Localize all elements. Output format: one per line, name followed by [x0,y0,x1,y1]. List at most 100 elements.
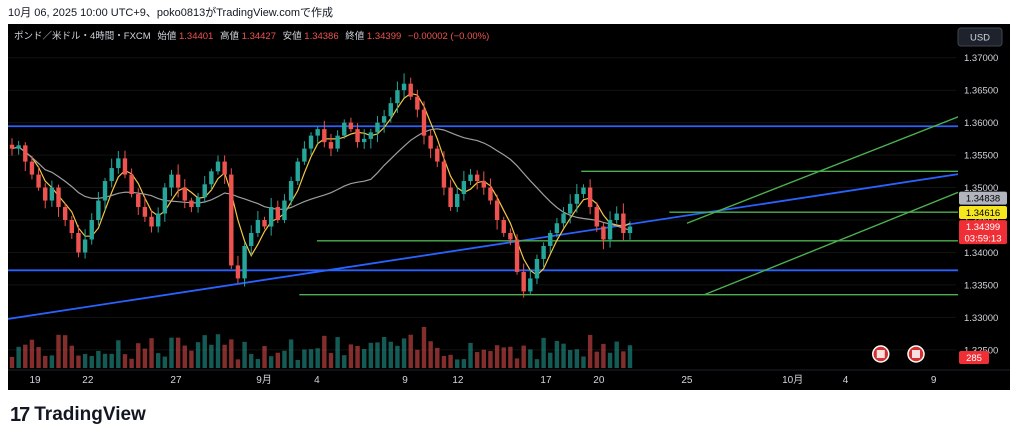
volume-bar [255,359,261,368]
candle [268,207,274,227]
candles [9,73,633,298]
candle [368,132,374,139]
volume-bar [521,345,526,368]
candle [275,207,281,221]
price-tick-label: 1.35500 [964,151,998,162]
volume-bar [169,337,174,368]
volume-bar [587,334,593,368]
price-marker-label: 1.34399 [966,222,1000,233]
candle [202,184,207,198]
countdown-label: 03:59:13 [965,234,1002,245]
volume-bar [455,359,460,368]
volume-bar [335,337,340,368]
candle [614,213,619,221]
time-tick-label: 17 [540,375,552,386]
price-marker [959,205,1007,219]
candle [9,144,15,149]
price-tick-label: 1.36500 [964,86,998,97]
candle [548,232,553,246]
volume-bar [448,354,453,368]
candle [36,174,41,188]
volume-bar [109,353,114,368]
tradingview-wordmark: TradingView [34,404,146,425]
chart-area[interactable]: 1.370001.365001.360001.355001.350001.345… [8,24,1010,390]
volume-bars [9,326,633,368]
volume-bar [421,326,427,368]
candle [401,83,407,91]
candle [581,187,586,195]
volume-bar [62,335,68,368]
volume-bar [388,341,393,368]
candle [262,220,267,227]
candle [229,174,234,266]
volume-bar [428,341,433,368]
sma-slow-line [11,128,631,231]
volume-bar [401,338,407,368]
grid [8,57,956,351]
candle [594,207,599,227]
candle [468,174,473,182]
price-tick-label: 1.33500 [964,280,998,291]
volume-bar [96,350,101,368]
candle [116,158,121,169]
candle [56,187,61,208]
volume-bar [36,347,41,368]
volume-bar [69,345,75,368]
price-marker-label: 1.34838 [966,194,1000,205]
svg-text:ポンド／米ドル・4時間・FXCM 始値: ポンド／米ドル・4時間・FXCM 始値 1.34401 高値 1.34427 安… [14,30,489,42]
volume-bar [215,334,221,368]
candle [96,200,101,221]
currency-button[interactable]: USD [957,27,1003,47]
volume-bar [561,343,566,368]
candle [375,122,380,133]
volume-bar [468,342,473,368]
candle [149,216,154,227]
candle [567,203,573,214]
candle [155,213,161,227]
volume-bar [322,335,327,368]
time-tick-label: 25 [681,375,693,386]
candle [235,265,241,279]
volume-bar [162,356,168,368]
volume-bar [508,346,513,368]
candle [501,220,506,233]
volume-bar [435,347,440,368]
price-tick-label: 1.33000 [964,313,998,324]
volume-bar [209,344,214,368]
time-tick-label: 27 [170,375,182,386]
price-chart[interactable]: 1.370001.365001.360001.355001.350001.345… [8,24,1010,390]
candle [16,145,21,149]
candle [441,161,447,188]
volume-badge [959,351,989,364]
tradingview-logo[interactable]: 17 TradingView [10,403,146,427]
candle [415,96,420,110]
price-tick-label: 1.37000 [964,53,998,64]
candle [461,181,467,195]
candle [162,187,168,214]
volume-bar [494,345,500,368]
high-label: 高値 [220,30,240,42]
moving-averages [11,92,631,276]
price-tick-label: 1.35000 [964,183,998,194]
candle [574,194,580,204]
volume-bar [574,349,580,368]
symbol-title[interactable]: ポンド／米ドル・4時間・FXCM [14,30,151,42]
close-value: 1.34399 [367,31,401,42]
candle [129,174,134,195]
candle [474,174,480,182]
change-value: −0.00002 (−0.00%) [408,31,489,42]
volume-bar [89,356,94,368]
candle [428,135,433,149]
volume-bar [56,334,61,368]
volume-bar [235,359,241,368]
candle [122,158,128,175]
volume-bar [288,339,294,368]
time-tick-label: 12 [452,375,464,386]
candle [408,83,413,97]
candle [215,161,221,172]
candle [222,161,227,175]
candle [109,168,114,182]
candle [189,200,194,208]
volume-bar [275,352,281,368]
volume-bar [534,359,540,368]
